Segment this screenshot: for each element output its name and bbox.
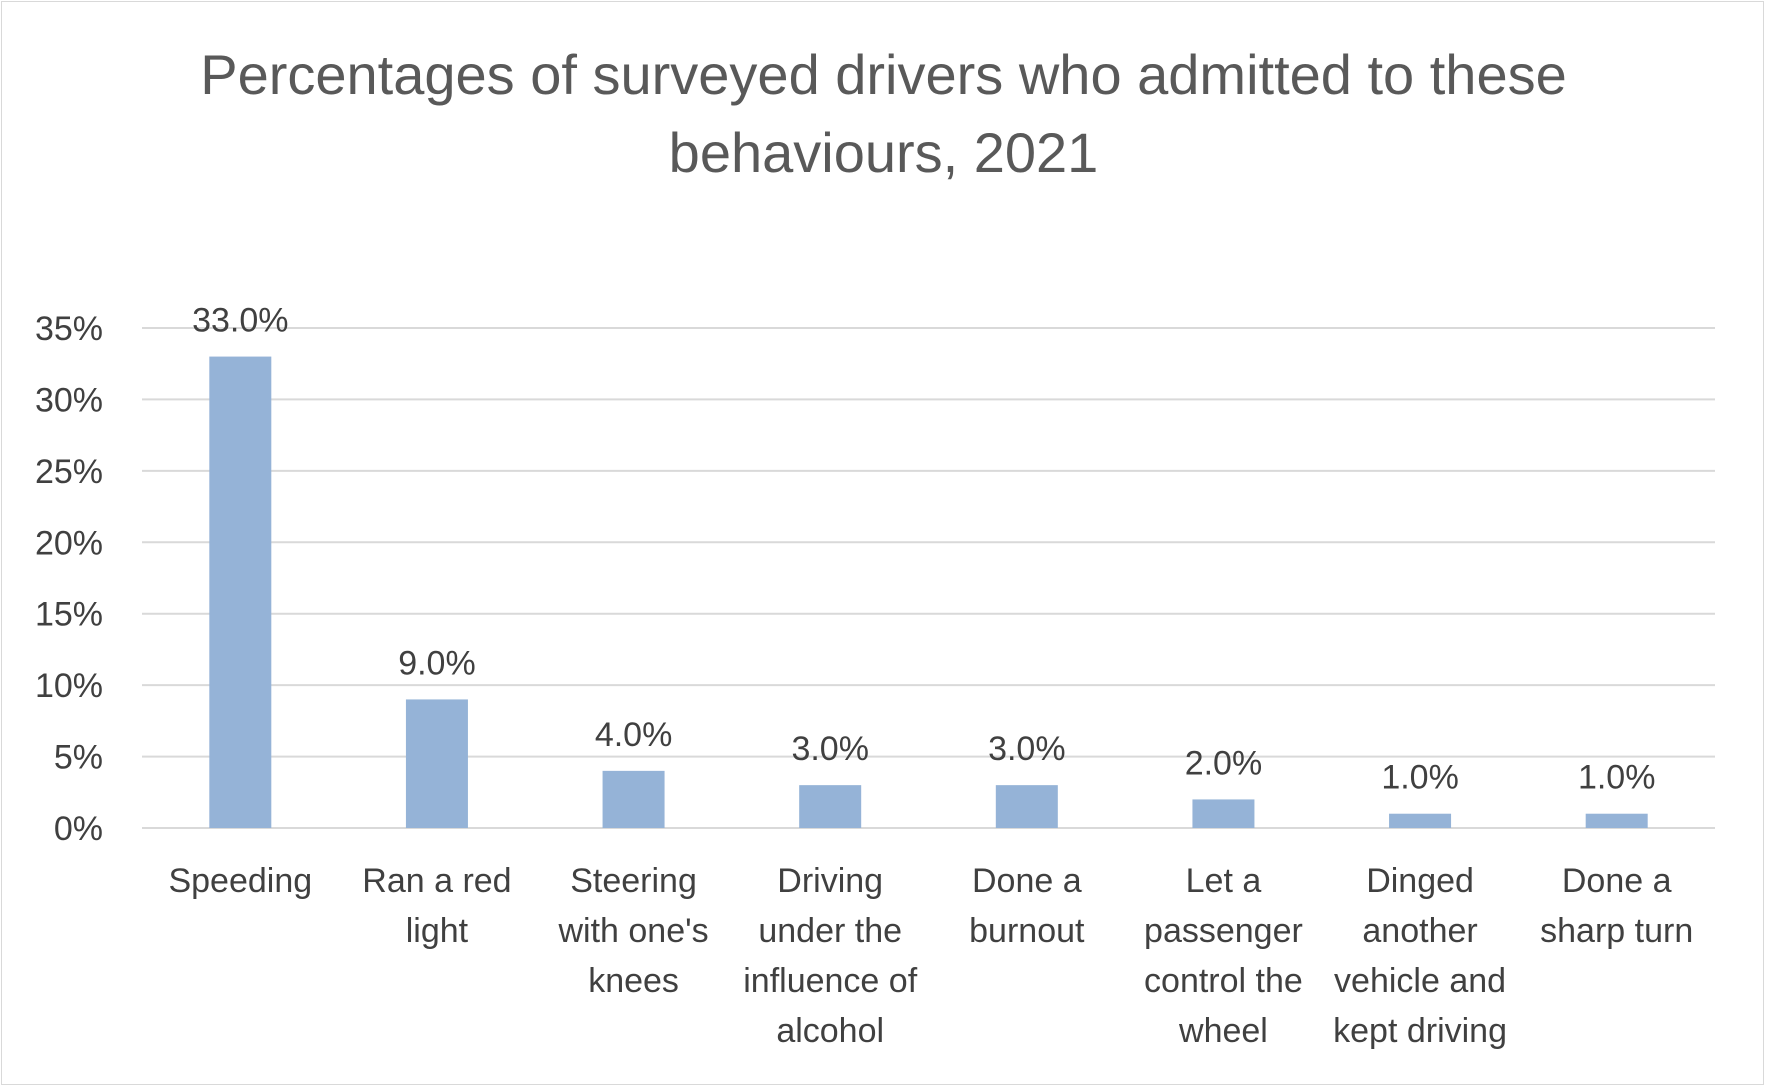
x-tick-label-line: burnout [969,912,1085,950]
chart-title: Percentages of surveyed drivers who admi… [200,43,1567,184]
bars [209,356,1648,828]
x-tick-label-line: sharp turn [1540,912,1693,950]
bar [1389,813,1452,828]
x-tick-label-line: Done a [972,862,1082,900]
x-tick-label-line: Speeding [168,862,312,900]
x-tick-label-line: control the [1144,962,1303,1000]
bar [995,785,1058,828]
x-tick-label: Ran a red light [362,862,511,950]
x-tick-label-line: alcohol [776,1012,884,1050]
y-tick-label: 5% [54,739,103,777]
y-tick-label: 30% [35,381,103,419]
gridlines [142,327,1715,829]
data-label: 3.0% [988,730,1066,768]
x-axis-labels: Speeding Ran a red light Steering with one's… [168,862,1693,1050]
x-tick-label-line: with one's [557,912,708,950]
bar [602,770,665,828]
x-tick-label-line: light [406,912,469,950]
y-tick-label: 25% [35,453,103,491]
data-label: 2.0% [1185,744,1263,782]
x-tick-label-line: Let a [1186,862,1262,900]
y-tick-label: 35% [35,310,103,348]
x-tick-label-line: under the [758,912,902,950]
x-tick-label: Speeding [168,862,312,900]
y-tick-label: 20% [35,524,103,562]
x-tick-label-line: Done a [1562,862,1672,900]
x-tick-label-line: Ran a red [362,862,511,900]
x-tick-label-line: Dinged [1366,862,1474,900]
x-tick-label: Steering with one's knees [557,862,708,1000]
bar [1192,799,1255,828]
data-label: 9.0% [398,644,476,682]
y-tick-label: 10% [35,667,103,705]
x-tick-label-line: wheel [1178,1012,1268,1050]
y-tick-label: 0% [54,810,103,848]
x-tick-label: Dinged another vehicle and kept driving [1333,862,1507,1050]
data-label: 4.0% [595,716,673,754]
x-tick-label-line: kept driving [1333,1012,1507,1050]
bar [209,356,272,828]
x-tick-label: Done a sharp turn [1540,862,1693,950]
y-axis-ticks: 0% 5% 10% 15% 20% 25% 30% 35% [35,310,103,848]
bar [405,699,468,828]
x-tick-label-line: passenger [1144,912,1303,950]
data-labels: 33.0% 9.0% 4.0% 3.0% 3.0% 2.0% 1.0% 1.0% [192,302,1655,797]
data-label: 33.0% [192,302,288,340]
x-tick-label-line: Driving [777,862,883,900]
y-tick-label: 15% [35,596,103,634]
x-tick-label-line: another [1362,912,1477,950]
x-tick-label: Let a passenger control the wheel [1144,862,1303,1050]
data-label: 1.0% [1381,759,1459,797]
data-label: 1.0% [1578,759,1656,797]
x-tick-label-line: influence of [743,962,917,1000]
x-tick-label: Done a burnout [969,862,1085,950]
x-tick-label: Driving under the influence of alcohol [743,862,917,1050]
data-label: 3.0% [791,730,869,768]
bar [799,785,862,828]
x-tick-label-line: Steering [570,862,697,900]
x-tick-label-line: vehicle and [1334,962,1506,1000]
bar [1585,813,1648,828]
x-tick-label-line: knees [588,962,679,1000]
